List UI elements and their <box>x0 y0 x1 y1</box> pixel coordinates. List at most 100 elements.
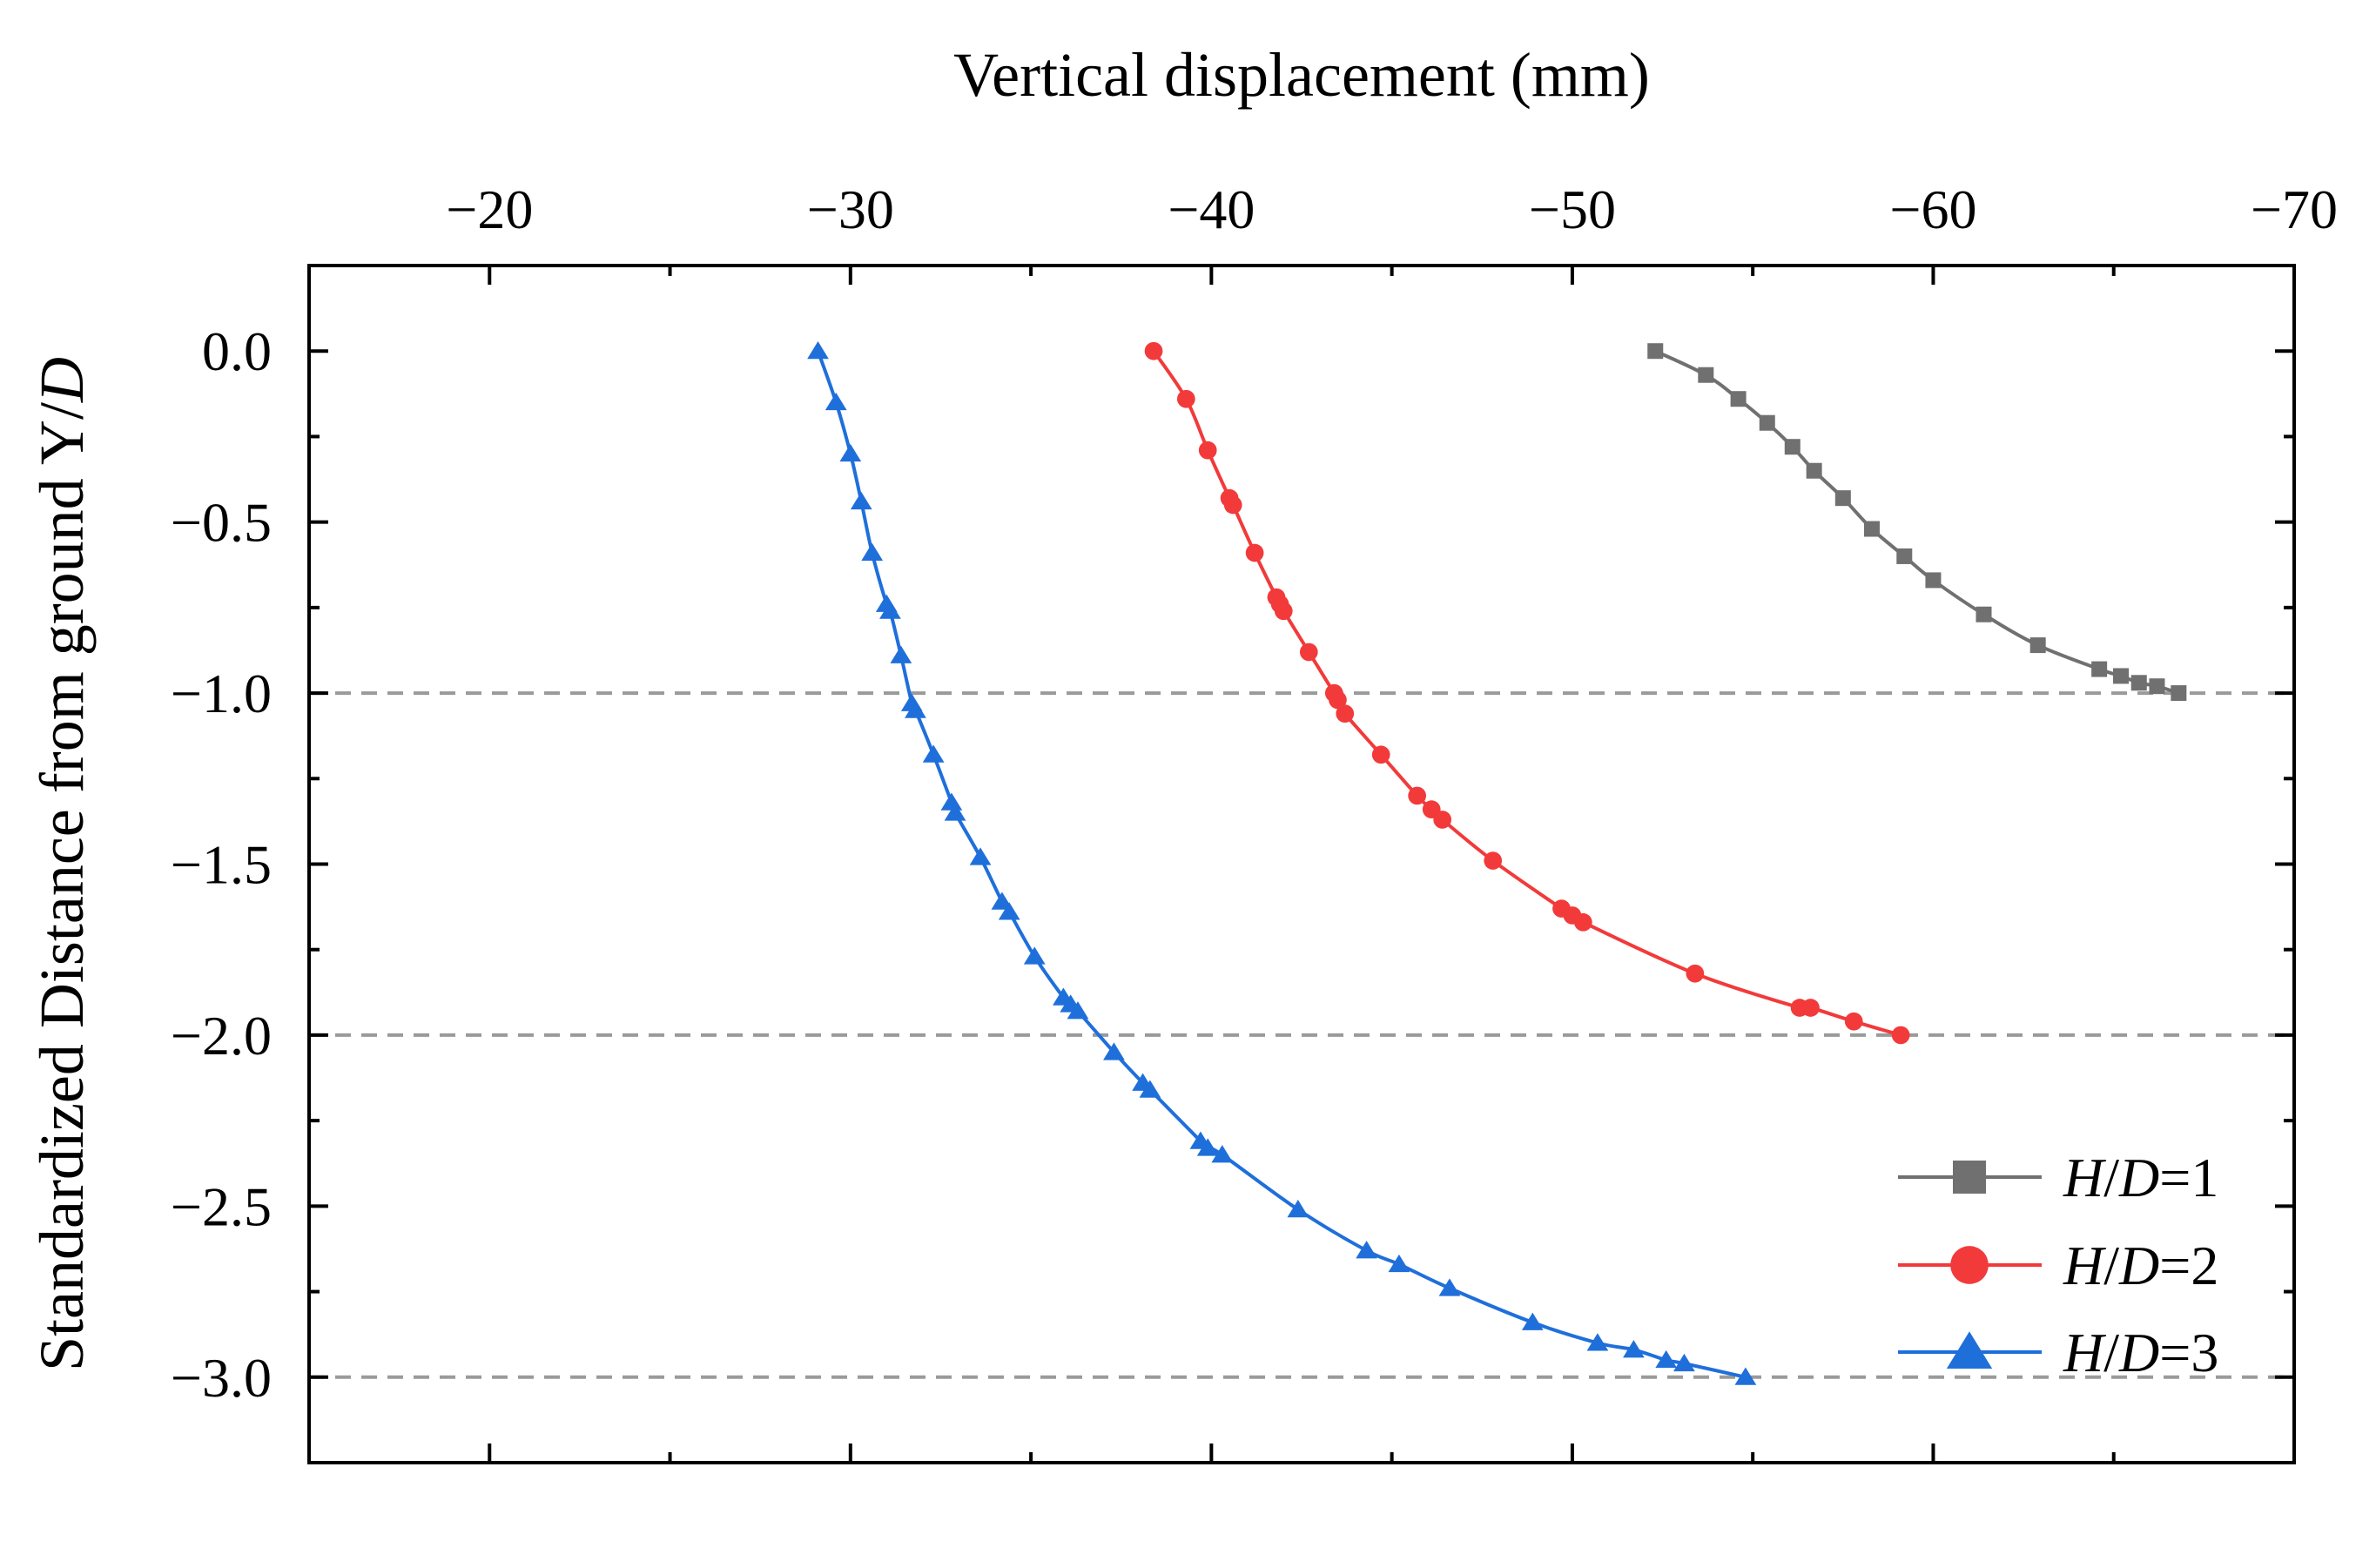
legend-label-part: D <box>2118 1322 2159 1383</box>
legend-label-part: =2 <box>2159 1235 2218 1296</box>
data-point <box>1176 389 1195 408</box>
legend-label-part: / <box>2103 1235 2119 1296</box>
data-point <box>2113 668 2130 684</box>
y-tick-label: −3.0 <box>171 1347 272 1409</box>
y-tick-label: −2.0 <box>171 1005 272 1067</box>
data-point <box>850 491 872 510</box>
data-point <box>1976 606 1992 622</box>
series-layer <box>807 340 2187 1385</box>
legend-label-part: =3 <box>2159 1322 2218 1383</box>
data-point <box>825 392 847 411</box>
data-point <box>2130 675 2147 691</box>
legend-label-part: / <box>2103 1147 2119 1208</box>
data-point <box>1139 1080 1161 1098</box>
data-point <box>1356 1241 1377 1259</box>
data-point <box>839 443 862 462</box>
legend: H/D=1H/D=2H/D=3 <box>1898 1147 2218 1383</box>
data-point <box>1299 643 1318 662</box>
legend-label-part: D <box>2118 1235 2159 1296</box>
data-point <box>1521 1312 1544 1330</box>
legend-marker <box>1950 1246 1989 1284</box>
data-point <box>1198 441 1217 460</box>
data-point <box>1891 1026 1910 1045</box>
x-tick-label: −70 <box>2251 178 2338 240</box>
data-point <box>905 700 926 718</box>
data-point <box>1438 1278 1461 1296</box>
y-tick-label: −0.5 <box>171 492 272 554</box>
series-2 <box>1144 341 1910 1045</box>
data-point <box>861 542 884 561</box>
data-point <box>1586 1333 1609 1351</box>
legend-item: H/D=2 <box>1898 1235 2218 1296</box>
x-axis-title: Vertical displacement (mm) <box>953 40 1650 110</box>
data-point <box>1067 1001 1089 1020</box>
legend-label: H/D=3 <box>2063 1322 2218 1383</box>
data-point <box>1925 572 1942 589</box>
x-tick-label: −40 <box>1168 178 1255 240</box>
data-point <box>2149 678 2165 695</box>
data-point <box>1484 851 1503 870</box>
x-tick-label: −60 <box>1889 178 1976 240</box>
legend-label-part: =1 <box>2159 1147 2218 1208</box>
data-point <box>1834 490 1851 507</box>
series-1 <box>1647 343 2187 702</box>
data-point <box>1573 912 1592 932</box>
data-point <box>1673 1353 1695 1372</box>
legend-item: H/D=3 <box>1898 1322 2218 1383</box>
legend-label-part: H <box>2063 1235 2107 1296</box>
data-point <box>890 645 912 663</box>
data-point <box>1806 462 1822 479</box>
series-line <box>816 350 1747 1379</box>
legend-label-part: / <box>2103 1322 2119 1383</box>
legend-label: H/D=1 <box>2063 1147 2218 1208</box>
x-tick-label: −30 <box>807 178 894 240</box>
data-point <box>1336 704 1355 723</box>
data-point <box>1408 786 1427 805</box>
data-point <box>807 340 829 360</box>
data-point <box>1730 391 1747 407</box>
data-point <box>998 902 1020 920</box>
legend-label-part: H <box>2063 1147 2107 1208</box>
series-3 <box>807 340 1757 1385</box>
data-point <box>1784 439 1801 455</box>
x-tick-label: −50 <box>1529 178 1616 240</box>
y-axis-title-text: Standardized Distance from ground Y/ <box>27 402 97 1371</box>
data-point <box>1245 543 1264 562</box>
data-point <box>1144 341 1163 360</box>
data-point <box>1801 999 1820 1017</box>
data-point <box>1211 1145 1234 1163</box>
y-axis-title: Standardized Distance from ground Y/D <box>27 357 97 1371</box>
data-point <box>991 892 1013 910</box>
data-point <box>1655 1349 1678 1369</box>
legend-label: H/D=2 <box>2063 1235 2218 1296</box>
data-point <box>1196 1138 1219 1156</box>
data-point <box>1863 521 1880 537</box>
data-point <box>1844 1012 1863 1031</box>
y-tick-label: −1.0 <box>171 663 272 724</box>
legend-label-part: D <box>2118 1147 2159 1208</box>
data-point <box>1698 367 1714 383</box>
data-point <box>1896 548 1913 564</box>
data-point <box>1433 811 1452 829</box>
data-point <box>1023 946 1046 965</box>
data-point <box>1329 690 1347 710</box>
reference-lines <box>309 691 2294 1379</box>
data-point <box>1623 1340 1645 1358</box>
data-point <box>1686 964 1705 983</box>
data-point <box>1388 1254 1410 1273</box>
legend-marker <box>1946 1331 1993 1369</box>
plot-frame <box>307 264 2296 1464</box>
legend-item: H/D=1 <box>1898 1147 2218 1208</box>
data-point <box>1274 602 1293 621</box>
data-point <box>940 792 963 811</box>
data-point <box>1103 1042 1125 1060</box>
data-point <box>1734 1367 1757 1385</box>
data-point <box>2029 637 2046 654</box>
legend-marker <box>1953 1161 1986 1194</box>
data-point <box>1287 1200 1309 1218</box>
legend-label-part: H <box>2063 1322 2107 1383</box>
data-point <box>1371 745 1390 764</box>
y-tick-label: 0.0 <box>202 320 272 382</box>
axis-ticks: −20 −30 −40 −50 −60 −70 0.0 −0.5 −1.0 −1.5 −2.0 −2.… <box>171 178 2338 1464</box>
